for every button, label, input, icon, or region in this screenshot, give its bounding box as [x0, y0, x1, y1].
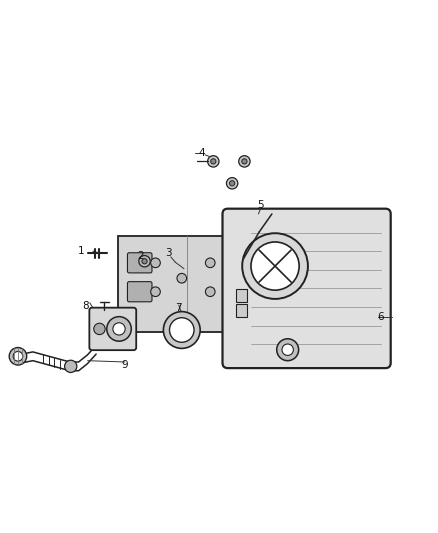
Text: 7: 7 [175, 303, 182, 313]
Circle shape [242, 159, 247, 164]
Circle shape [9, 348, 27, 365]
Circle shape [142, 259, 147, 264]
Text: 3: 3 [165, 248, 172, 259]
FancyBboxPatch shape [127, 253, 152, 273]
Text: 4: 4 [198, 148, 205, 158]
Circle shape [122, 313, 132, 322]
FancyBboxPatch shape [223, 209, 391, 368]
Circle shape [277, 339, 299, 361]
Circle shape [177, 273, 187, 283]
Circle shape [94, 323, 105, 335]
Text: 6: 6 [378, 312, 385, 322]
Circle shape [208, 156, 219, 167]
Bar [118, 236, 250, 332]
Circle shape [205, 258, 215, 268]
Circle shape [139, 255, 150, 267]
Bar [236, 289, 247, 302]
Circle shape [205, 287, 215, 296]
Circle shape [65, 360, 77, 373]
Text: 9: 9 [121, 360, 128, 370]
Circle shape [251, 242, 299, 290]
Circle shape [151, 258, 160, 268]
Circle shape [230, 181, 235, 186]
Circle shape [282, 344, 293, 356]
Circle shape [170, 318, 194, 342]
Circle shape [13, 351, 23, 361]
Text: 8: 8 [82, 301, 89, 311]
Bar [236, 304, 247, 317]
Text: 5: 5 [257, 200, 264, 210]
Circle shape [113, 323, 125, 335]
FancyBboxPatch shape [127, 281, 152, 302]
Circle shape [211, 159, 216, 164]
FancyBboxPatch shape [89, 308, 136, 350]
Text: 2: 2 [138, 251, 145, 261]
Circle shape [226, 177, 238, 189]
Circle shape [107, 317, 131, 341]
Text: 1: 1 [78, 246, 85, 256]
Circle shape [163, 312, 200, 349]
Circle shape [151, 287, 160, 296]
Circle shape [239, 156, 250, 167]
Circle shape [242, 233, 308, 299]
